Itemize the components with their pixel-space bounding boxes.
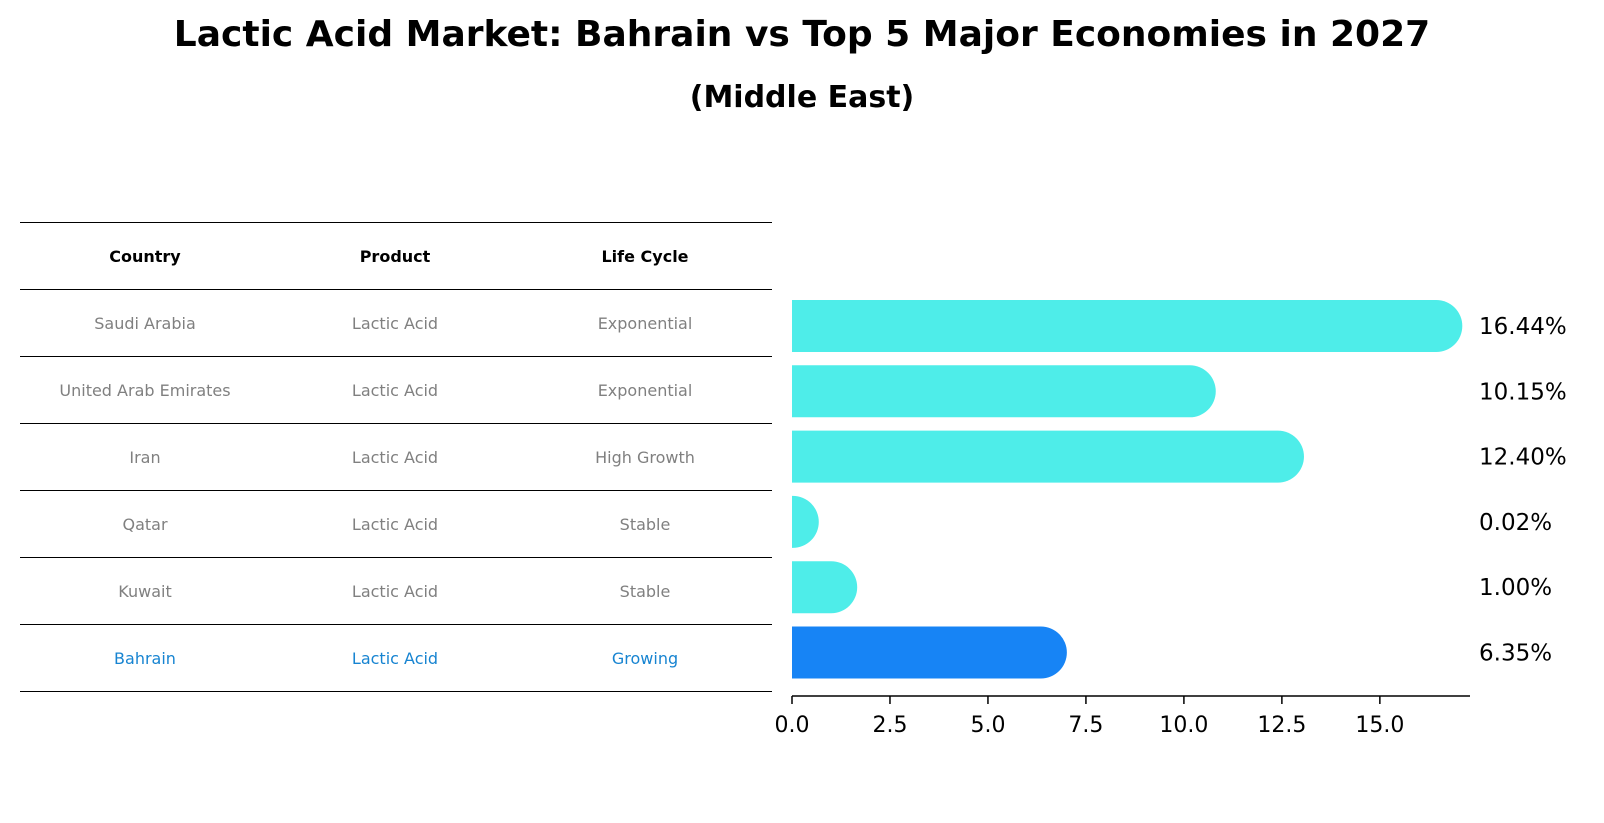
table-row: Saudi Arabia Lactic Acid Exponential <box>20 290 772 357</box>
life-cycle-cell: Exponential <box>597 380 693 400</box>
country-cell: United Arab Emirates <box>59 380 231 400</box>
value-label: 16.44% <box>1479 314 1567 340</box>
x-tick-label: 5.0 <box>970 713 1005 738</box>
country-cell: Qatar <box>122 514 168 534</box>
bar-qatar <box>792 495 819 548</box>
product-cell: Lactic Acid <box>351 313 439 333</box>
product-cell: Lactic Acid <box>351 648 439 668</box>
life-cycle-cell: Stable <box>619 514 671 534</box>
x-tick-label: 2.5 <box>872 713 907 738</box>
table-header-row: Country Product Life Cycle <box>20 222 772 290</box>
product-cell: Lactic Acid <box>351 447 439 467</box>
header-product: Product <box>359 246 431 266</box>
x-tick-label: 10.0 <box>1159 713 1208 738</box>
table-row: Iran Lactic Acid High Growth <box>20 424 772 491</box>
table-row: United Arab Emirates Lactic Acid Exponen… <box>20 357 772 424</box>
x-tick-label: 0.0 <box>775 713 810 738</box>
table-row-highlight: Bahrain Lactic Acid Growing <box>20 625 772 692</box>
life-cycle-cell: High Growth <box>595 447 695 467</box>
bar-iran <box>792 430 1304 483</box>
chart-title: Lactic Acid Market: Bahrain vs Top 5 Maj… <box>173 14 1431 55</box>
product-cell: Lactic Acid <box>351 514 439 534</box>
table-row: Kuwait Lactic Acid Stable <box>20 558 772 625</box>
header-country: Country <box>109 246 181 266</box>
x-tick-label: 15.0 <box>1355 713 1404 738</box>
country-table: Country Product Life Cycle Saudi Arabia … <box>20 222 772 692</box>
country-cell: Saudi Arabia <box>94 313 196 333</box>
chart-subtitle: (Middle East) <box>689 80 915 115</box>
product-cell: Lactic Acid <box>351 380 439 400</box>
value-label: 0.02% <box>1479 510 1552 536</box>
x-tick-label: 12.5 <box>1257 713 1306 738</box>
value-label: 1.00% <box>1479 575 1552 601</box>
life-cycle-cell: Stable <box>619 581 671 601</box>
value-label: 10.15% <box>1479 379 1567 405</box>
life-cycle-cell: Exponential <box>597 313 693 333</box>
header-life-cycle: Life Cycle <box>601 246 689 266</box>
value-label: 12.40% <box>1479 445 1567 471</box>
country-cell: Iran <box>129 447 161 467</box>
product-cell: Lactic Acid <box>351 581 439 601</box>
table-row: Qatar Lactic Acid Stable <box>20 491 772 558</box>
life-cycle-cell: Growing <box>611 648 679 668</box>
bar-bahrain <box>792 626 1067 679</box>
bar-kuwait <box>792 561 858 614</box>
value-label: 6.35% <box>1479 641 1552 667</box>
bar-united-arab-emirates <box>792 365 1216 418</box>
x-tick-label: 7.5 <box>1068 713 1103 738</box>
bar-saudi-arabia <box>792 300 1463 352</box>
country-cell: Kuwait <box>118 581 172 601</box>
country-cell: Bahrain <box>114 648 176 668</box>
